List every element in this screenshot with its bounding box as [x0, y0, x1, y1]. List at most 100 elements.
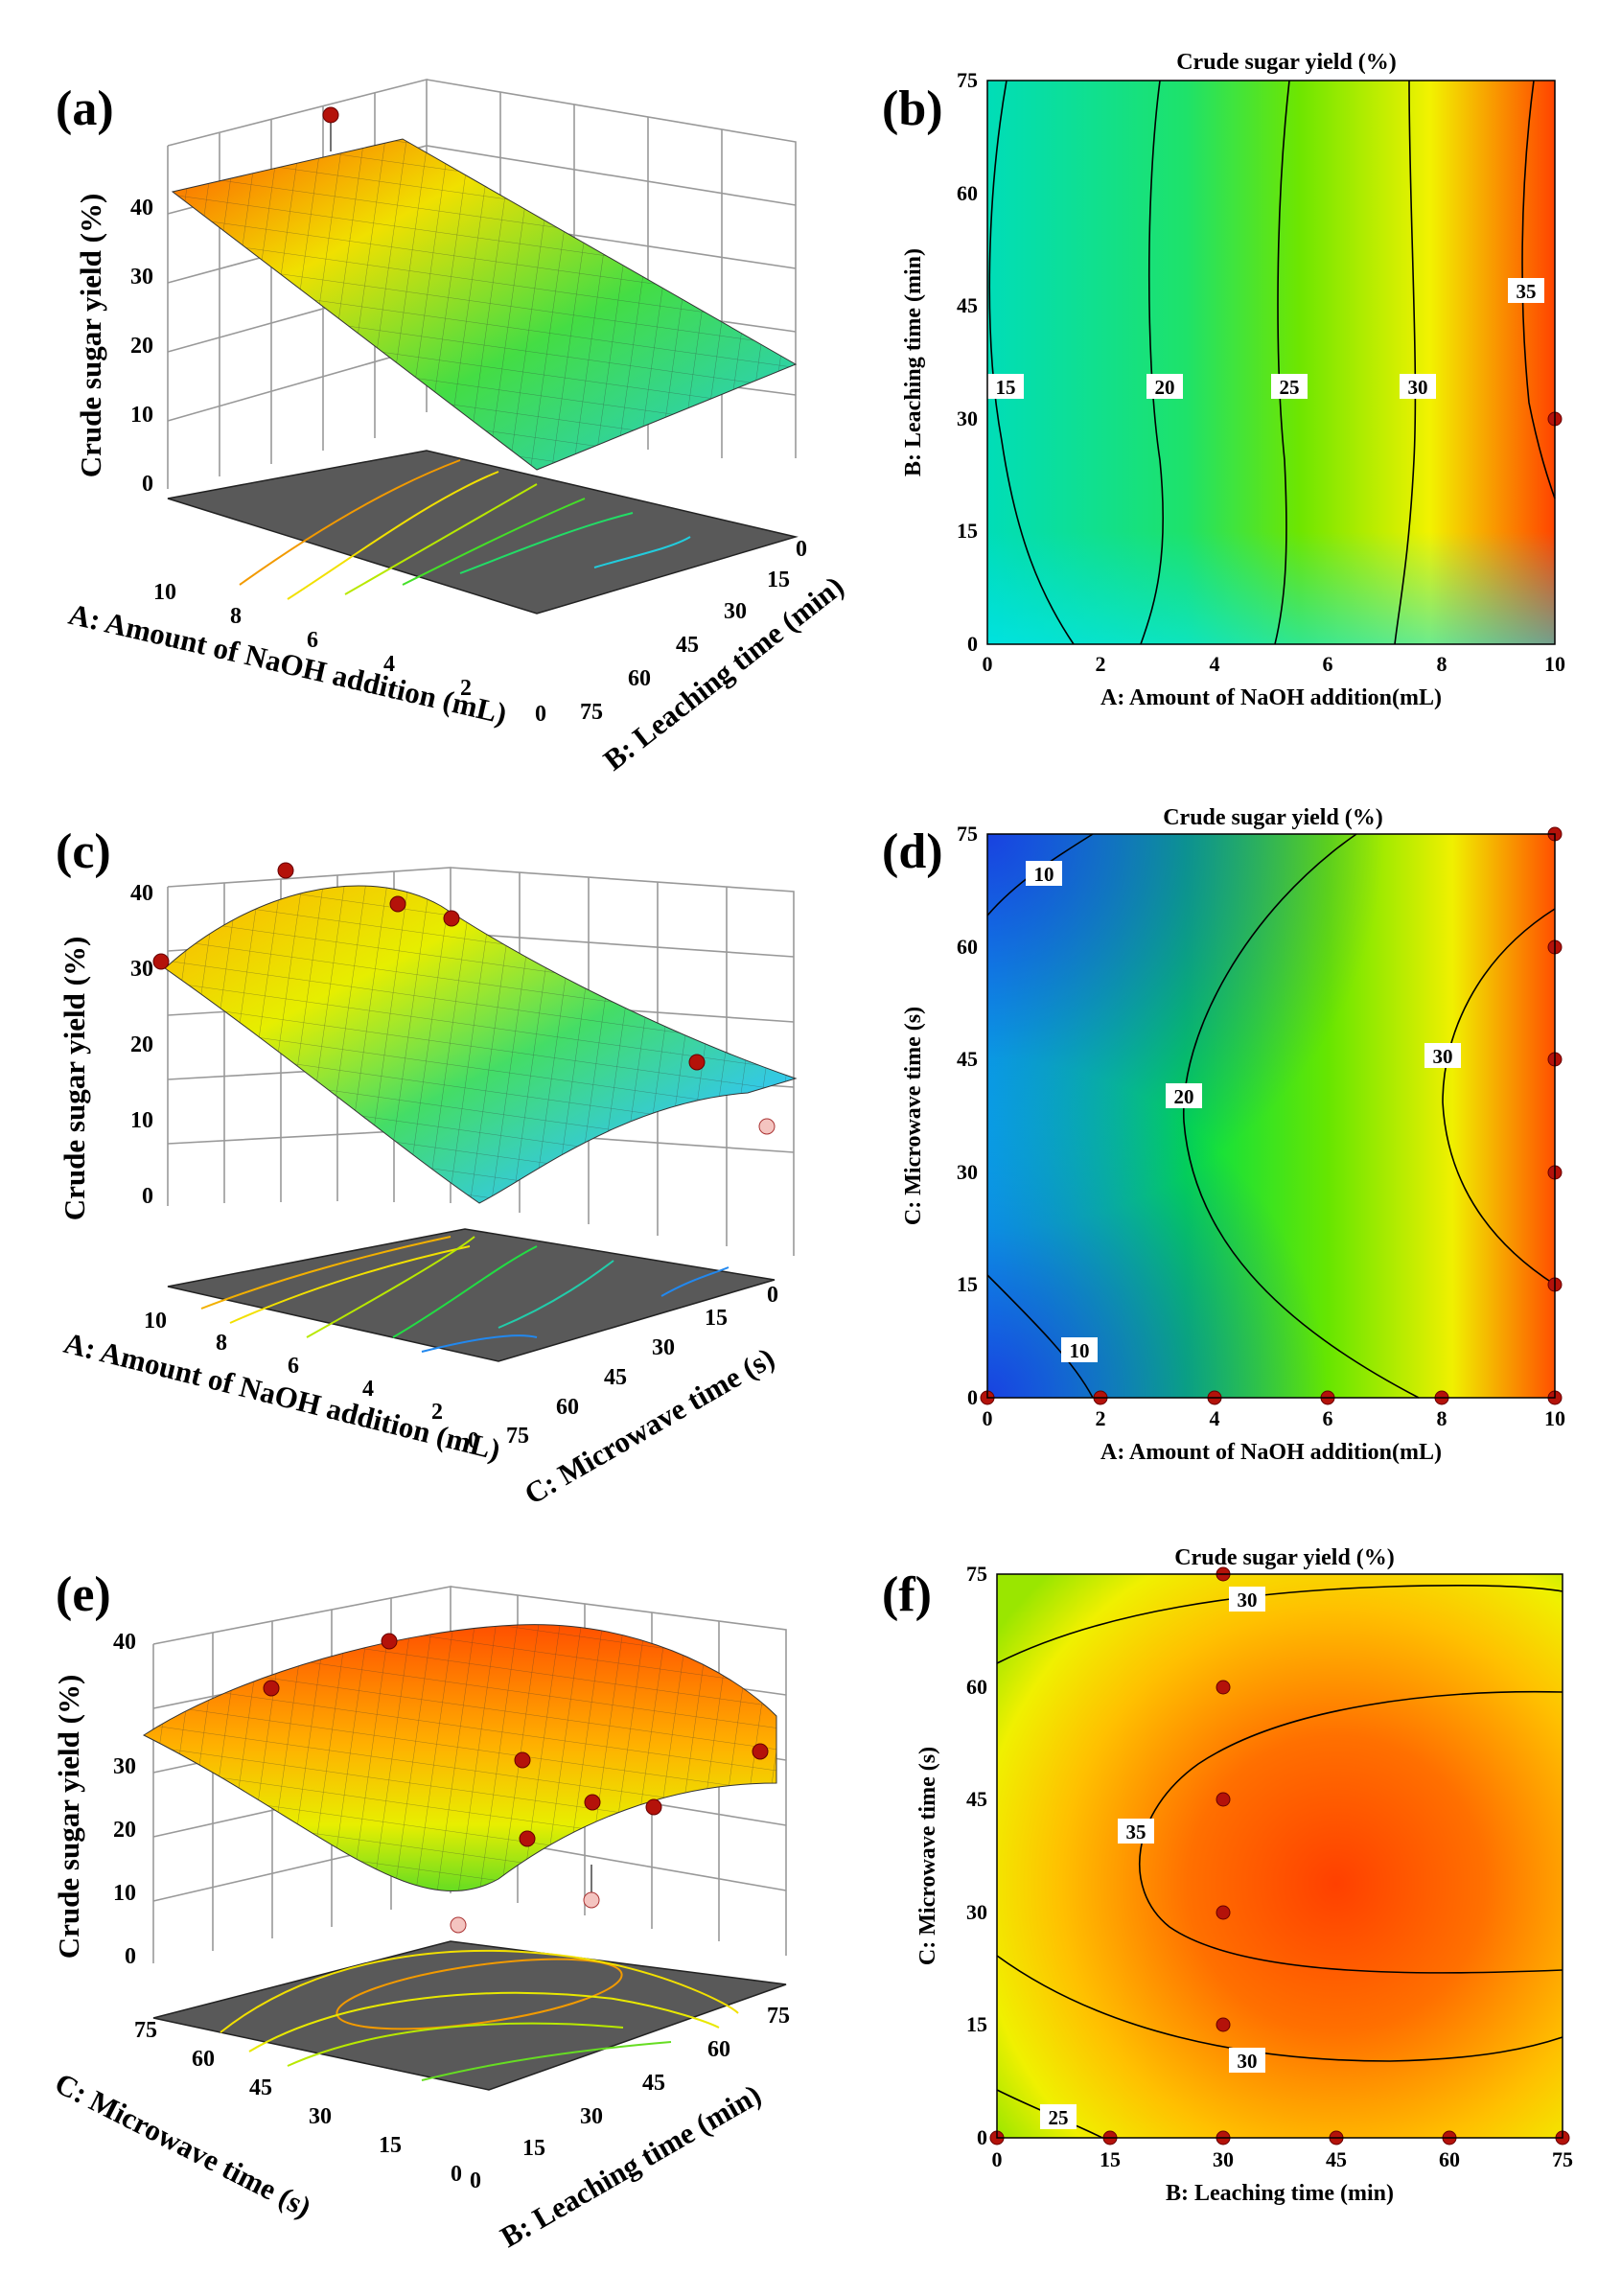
panel-f-ylabel: C: Microwave time (s): [915, 1747, 940, 1965]
panel-d-contour-labels: 10 10 20 30: [1026, 861, 1461, 1362]
panel-f-xtick: 75: [1552, 2147, 1573, 2171]
panel-d-xtick: 0: [983, 1406, 993, 1430]
panel-a-surface-mesh: [173, 139, 796, 470]
panel-d-ytick: 30: [957, 1160, 978, 1184]
panel-c-design-point: [389, 895, 406, 913]
panel-f-design-point: [1216, 2017, 1231, 2032]
panel-d-contours: [986, 833, 1556, 1399]
panel-e-ztick: 40: [113, 1630, 136, 1655]
panel-b-ytick: 30: [957, 406, 978, 430]
panel-e-design-point: [584, 1794, 601, 1811]
panel-b-contour-label: 25: [1280, 376, 1300, 399]
panel-e-xtick: 0: [451, 2162, 462, 2187]
panel-f-design-point: [1216, 1680, 1231, 1695]
panel-c-xtick: 0: [468, 1428, 479, 1453]
panel-e-design-point: [583, 1891, 600, 1909]
panel-f-xtick: 15: [1100, 2147, 1121, 2171]
panel-c-ylabel: C: Microwave time (s): [519, 1340, 780, 1511]
panel-b-contour-label: 30: [1408, 376, 1428, 399]
panel-b-contour-label: 20: [1155, 376, 1175, 399]
panel-a-design-point: [322, 106, 339, 124]
panel-e-design-point: [263, 1680, 280, 1697]
panel-e-xtick: 60: [192, 2047, 215, 2072]
panel-f-ytick: 75: [966, 1562, 987, 1586]
panel-e-ylabel: B: Leaching time (min): [495, 2077, 767, 2254]
panel-b-ytick: 0: [967, 632, 978, 656]
panel-f-xtick: 30: [1213, 2147, 1234, 2171]
panel-d-ytick: 45: [957, 1047, 978, 1071]
panel-a-xticks: 10 8 6 4 2 0: [153, 580, 546, 727]
panel-e-label: (e): [56, 1567, 111, 1622]
panel-b-ytick: 15: [957, 519, 978, 543]
panel-b-contour-label: 15: [996, 376, 1016, 399]
panel-a-label: (a): [56, 81, 114, 136]
panel-e-design-point: [450, 1916, 467, 1934]
panel-c-design-point: [443, 910, 460, 927]
panel-c-ytick: 15: [705, 1306, 728, 1331]
panel-f-ytick: 15: [966, 2012, 987, 2036]
panel-c-ztick: 10: [130, 1108, 153, 1133]
panel-e-floor: [152, 1940, 787, 2091]
panel-b-xtick: 8: [1437, 652, 1447, 676]
panel-a-ytick: 15: [767, 568, 790, 592]
panel-d-xtick: 4: [1210, 1406, 1220, 1430]
panel-a-xtick: 4: [383, 652, 395, 677]
panel-b-xlabel: A: Amount of NaOH addition(mL): [1100, 685, 1442, 710]
panel-c-label: (c): [56, 824, 111, 879]
panel-e-design-point: [519, 1830, 536, 1847]
panel-e-ztick: 10: [113, 1881, 136, 1906]
panel-e-yticks: 0 15 30 45 60 75: [470, 2004, 790, 2193]
panel-f-design-point: [1216, 1792, 1231, 1807]
panel-e-ytick: 0: [470, 2168, 481, 2193]
panel-f-plot-fill: [997, 1574, 1563, 2138]
panel-e-design-point: [514, 1751, 531, 1769]
panel-a-ztick: 0: [142, 472, 153, 497]
panel-e-ytick: 45: [642, 2071, 665, 2096]
panel-c-xtick: 10: [144, 1309, 167, 1334]
panel-d-ytick: 15: [957, 1272, 978, 1296]
panel-f-contour-labels: 30 30 35 25: [1040, 1587, 1265, 2129]
panel-a: (a) 0 10 20 30 40 Cru: [56, 78, 850, 777]
panel-b-frame: [986, 80, 1556, 645]
panel-c-yticks: 75 60 45 30 15 0: [506, 1283, 778, 1449]
panel-e-ytick: 75: [767, 2004, 790, 2029]
panel-c-xtick: 8: [216, 1331, 227, 1356]
panel-e-zlabel: Crude sugar yield (%): [52, 1675, 85, 1960]
panel-d-contour-label: 10: [1070, 1339, 1090, 1362]
panel-b-yticks: 0 15 30 45 60 75: [957, 68, 978, 656]
panel-a-zlabel: Crude sugar yield (%): [74, 194, 107, 478]
panel-d-xticks: 0 2 4 6 8 10: [983, 1406, 1566, 1430]
panel-a-xtick: 0: [535, 702, 546, 727]
panel-e-ztick: 20: [113, 1818, 136, 1843]
panel-c-ztick: 40: [130, 881, 153, 906]
panel-a-ytick: 0: [796, 537, 807, 562]
panel-a-xtick: 6: [307, 628, 318, 653]
panel-b-xtick: 4: [1210, 652, 1220, 676]
panel-a-ztick: 20: [130, 334, 153, 359]
panel-b-label: (b): [882, 81, 943, 136]
panel-a-ytick: 30: [724, 599, 747, 624]
panel-c-floor: [167, 1228, 776, 1362]
panel-f-contour-label: 25: [1049, 2106, 1069, 2129]
panel-b-contours: [988, 80, 1556, 645]
panel-b-plot-fill-overlay: [987, 81, 1555, 644]
panel-d: (d) Crude sugar yield (%) 10 10 20 30: [882, 805, 1565, 1465]
panel-a-ytick: 60: [628, 666, 651, 691]
panel-f-ytick: 0: [977, 2125, 987, 2149]
panel-e-design-points: [263, 1633, 769, 1934]
panel-d-xtick: 6: [1323, 1406, 1333, 1430]
panel-e-ztick: 0: [125, 1944, 136, 1969]
panel-e-ytick: 15: [522, 2136, 545, 2161]
panel-d-xtick: 10: [1544, 1406, 1565, 1430]
panel-c-xticks: 10 8 6 4 2 0: [144, 1309, 479, 1453]
panel-a-floor: [167, 450, 799, 615]
panel-e-floor-contours: [220, 1949, 739, 2081]
panel-a-ztick: 30: [130, 265, 153, 290]
panel-d-frame: [986, 833, 1556, 1399]
panel-c-surface-mesh: [165, 886, 796, 1203]
panel-f-ytick: 45: [966, 1787, 987, 1811]
panel-e-xticks: 75 60 45 30 15 0: [134, 2018, 462, 2187]
panel-c-ztick: 0: [142, 1184, 153, 1209]
panel-a-xtick: 8: [230, 604, 242, 629]
panel-b-xticks: 0 2 4 6 8 10: [983, 652, 1566, 676]
